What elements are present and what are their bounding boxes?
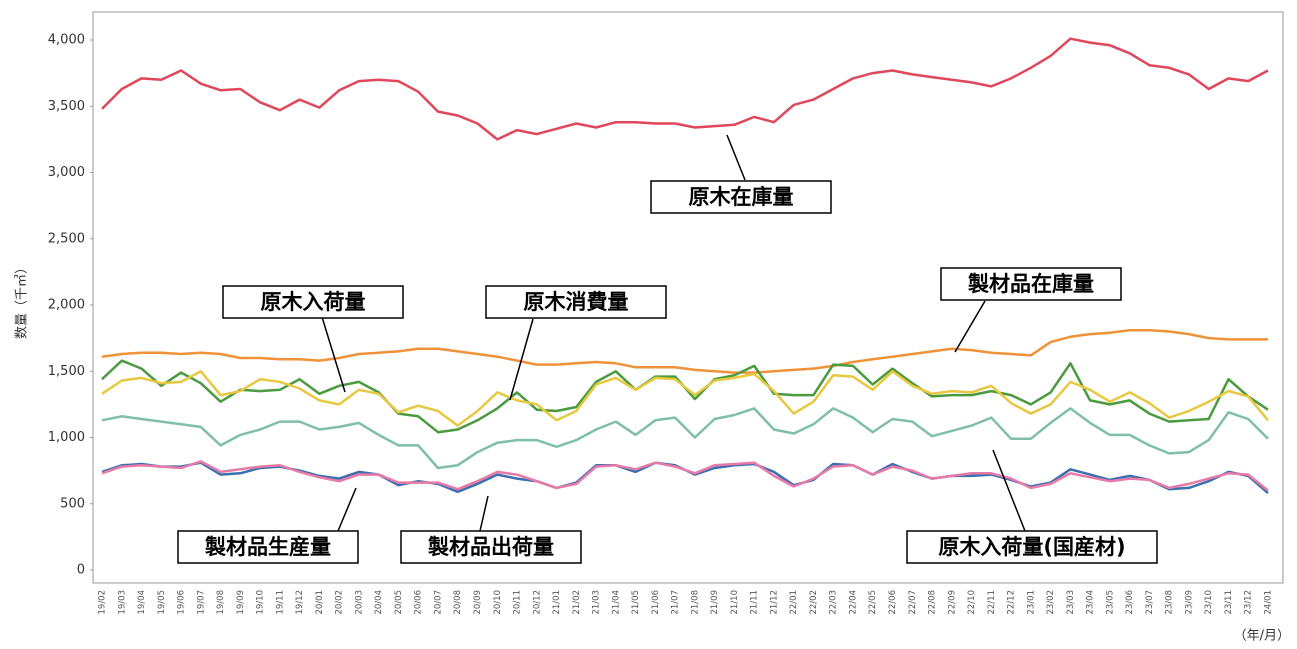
plot-frame — [92, 11, 1284, 584]
callout-box — [485, 285, 667, 319]
legend-label: 製材品生産量 — [204, 535, 331, 559]
x-tick-label: 23/05 — [1105, 590, 1115, 615]
legend-label: 原木在庫量 — [689, 185, 794, 209]
x-tick-label: 20/08 — [453, 590, 463, 615]
x-axis-label: （年/月） — [1234, 629, 1290, 644]
callout-box — [906, 530, 1158, 564]
x-tick-label: 21/05 — [631, 590, 641, 615]
x-tick-label: 21/01 — [552, 590, 562, 615]
x-tick-label: 22/11 — [987, 590, 997, 615]
x-tick-label: 22/04 — [848, 590, 858, 615]
x-tick-label: 23/04 — [1086, 590, 1096, 615]
callout-line — [321, 316, 346, 393]
x-tick-label: 22/08 — [928, 590, 938, 615]
y-axis-label: 数量（千㎥） — [15, 261, 30, 339]
x-tick-label: 24/01 — [1264, 590, 1274, 615]
x-tick-label: 23/11 — [1224, 590, 1234, 615]
x-tick-label: 22/01 — [789, 590, 799, 615]
callout-box — [177, 530, 359, 564]
callout-line — [992, 449, 1026, 532]
series-line — [101, 37, 1269, 141]
y-tick-label: 3,500 — [48, 99, 85, 114]
y-tick-label: 1,000 — [48, 430, 85, 445]
x-tick-label: 19/07 — [196, 590, 206, 615]
y-tick-label: 2,000 — [48, 298, 85, 313]
x-tick-label: 23/08 — [1165, 590, 1175, 615]
callout-line — [954, 300, 986, 353]
x-tick-label: 20/12 — [532, 590, 542, 615]
callout-box — [940, 267, 1122, 301]
x-tick-label: 23/06 — [1125, 590, 1135, 615]
x-tick-label: 19/06 — [177, 590, 187, 615]
callout-line — [509, 318, 534, 401]
x-tick-label: 22/12 — [1007, 590, 1017, 615]
x-tick-label: 19/04 — [137, 590, 147, 615]
legend-label: 原木入荷量 — [261, 290, 366, 314]
x-tick-label: 23/03 — [1066, 590, 1076, 615]
x-tick-label: 22/03 — [829, 590, 839, 615]
x-tick-label: 20/11 — [513, 590, 523, 615]
x-tick-label: 21/09 — [710, 590, 720, 615]
x-tick-label: 21/04 — [611, 590, 621, 615]
x-tick-label: 22/10 — [967, 590, 977, 615]
x-tick-label: 22/07 — [908, 590, 918, 615]
x-tick-label: 20/02 — [335, 590, 345, 615]
x-tick-label: 21/12 — [769, 590, 779, 615]
y-tick-label: 0 — [77, 563, 85, 578]
x-tick-label: 23/02 — [1046, 590, 1056, 615]
x-tick-label: 19/02 — [98, 590, 108, 615]
callout-line — [726, 134, 746, 181]
x-tick-label: 22/02 — [809, 590, 819, 615]
x-tick-label: 19/03 — [117, 590, 127, 615]
y-tick-label: 4,000 — [48, 33, 85, 48]
legend-label: 製材品出荷量 — [427, 535, 554, 559]
x-tick-label: 20/04 — [374, 590, 384, 615]
x-tick-label: 22/06 — [888, 590, 898, 615]
legend-label: 原木消費量 — [524, 290, 629, 314]
x-tick-label: 20/07 — [433, 590, 443, 615]
x-tick-label: 20/03 — [354, 590, 364, 615]
callout-box — [650, 180, 832, 214]
series-line — [101, 407, 1269, 470]
x-tick-label: 21/06 — [651, 590, 661, 615]
callout-box — [222, 285, 404, 319]
series-line — [101, 460, 1269, 492]
x-tick-label: 19/05 — [157, 590, 167, 615]
legend-label: 原木入荷量(国産材) — [938, 535, 1125, 559]
x-tick-label: 20/09 — [473, 590, 483, 615]
x-tick-label: 20/10 — [493, 590, 503, 615]
x-tick-label: 21/10 — [730, 590, 740, 615]
x-tick-label: 22/09 — [947, 590, 957, 615]
y-tick-label: 1,500 — [48, 364, 85, 379]
x-tick-label: 21/07 — [671, 590, 681, 615]
series-line — [101, 328, 1268, 374]
x-tick-label: 21/11 — [750, 590, 760, 615]
x-tick-label: 21/02 — [572, 590, 582, 615]
x-tick-label: 23/01 — [1026, 590, 1036, 615]
x-tick-label: 22/05 — [868, 590, 878, 615]
x-tick-label: 20/01 — [315, 590, 325, 615]
x-tick-label: 19/10 — [256, 590, 266, 615]
x-tick-label: 23/09 — [1184, 590, 1194, 615]
x-tick-label: 19/09 — [236, 590, 246, 615]
callout-line — [337, 487, 357, 532]
y-tick-label: 3,000 — [48, 165, 85, 180]
x-tick-label: 21/03 — [592, 590, 602, 615]
x-tick-label: 19/12 — [295, 590, 305, 615]
x-tick-label: 23/07 — [1145, 590, 1155, 615]
y-tick-label: 500 — [60, 496, 85, 511]
x-tick-label: 19/08 — [216, 590, 226, 615]
x-tick-label: 23/10 — [1204, 590, 1214, 615]
x-tick-label: 19/11 — [275, 590, 285, 615]
legend-label: 製材品在庫量 — [967, 272, 1094, 296]
x-tick-label: 20/06 — [414, 590, 424, 615]
y-tick-label: 2,500 — [48, 231, 85, 246]
series-line — [101, 370, 1269, 427]
callout-box — [400, 530, 582, 564]
x-tick-label: 23/12 — [1244, 590, 1254, 615]
x-tick-label: 21/08 — [690, 590, 700, 615]
callout-line — [479, 495, 489, 532]
x-tick-label: 20/05 — [394, 590, 404, 615]
